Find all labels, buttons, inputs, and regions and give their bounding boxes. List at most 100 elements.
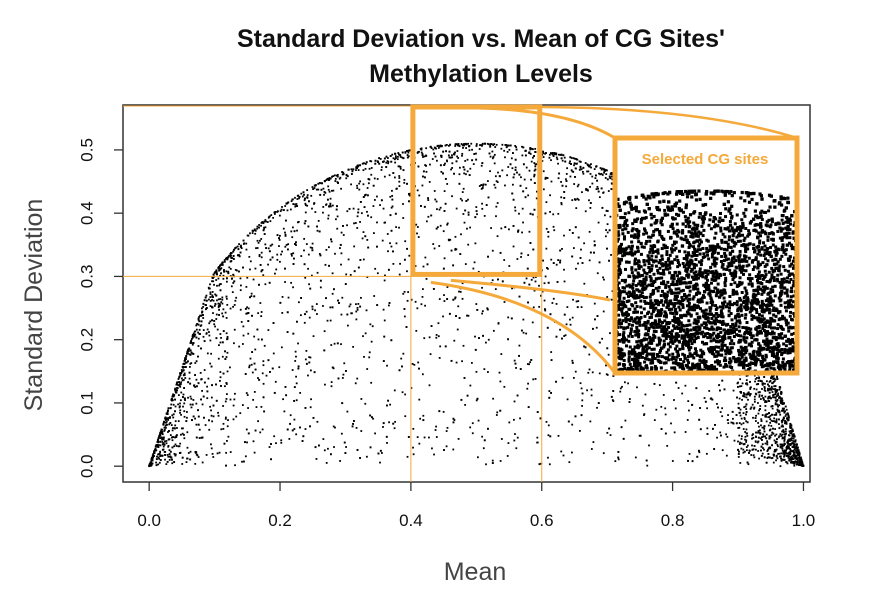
data-point [218,308,220,311]
data-point [797,463,800,466]
data-point [342,225,344,227]
data-point [352,345,355,348]
data-point [278,214,281,217]
data-point [603,278,605,281]
data-point [757,380,760,382]
data-point [295,382,298,385]
data-point [350,183,352,186]
data-point [699,428,702,431]
data-point [232,305,234,308]
data-point [542,188,545,191]
data-point [449,143,452,146]
data-point [441,145,443,147]
data-point [372,232,375,234]
data-point [775,441,778,443]
data-point [759,437,762,440]
data-point [611,178,614,181]
data-point [454,296,457,299]
data-point [174,420,177,423]
data-point [314,184,316,187]
data-point [775,459,777,462]
data-point [314,309,316,312]
data-point [364,193,367,196]
data-point [621,385,623,388]
data-point [235,415,238,418]
data-point [743,393,746,396]
data-point [427,215,430,218]
data-point [509,144,512,147]
data-point [203,369,206,371]
data-point [257,338,260,341]
data-point [214,303,217,306]
data-point [348,207,351,210]
data-point [304,220,307,223]
data-point [545,201,548,204]
data-point [239,412,242,415]
data-point [452,448,455,451]
data-point [610,188,613,191]
data-point [162,422,165,425]
data-point [513,359,516,362]
data-point [329,197,332,200]
data-point [247,407,249,409]
data-point [787,416,790,419]
data-point [763,456,766,459]
data-point [186,457,189,460]
data-point [532,148,534,151]
data-point [507,338,509,341]
data-point [404,151,407,153]
data-point [584,162,587,164]
data-point [506,174,509,177]
data-point [366,239,369,241]
data-point [315,303,318,305]
data-point [445,430,448,432]
data-point [609,215,612,218]
data-point [471,148,473,151]
data-point [382,308,385,311]
data-point [239,308,242,311]
data-point [487,427,489,430]
data-point [596,272,599,275]
data-point [319,286,322,289]
data-point [246,234,249,237]
data-point [738,450,740,453]
data-point [412,446,414,449]
data-point [162,436,165,439]
data-point [242,334,245,337]
data-point [151,459,154,462]
data-point [497,322,500,324]
data-point [541,160,544,162]
data-point [544,308,546,311]
data-point [222,372,225,375]
data-point [254,348,257,351]
data-point [783,458,786,461]
data-point [402,169,405,172]
data-point [298,196,301,198]
data-point [152,453,155,455]
data-point [636,386,638,389]
data-point [194,417,196,420]
data-point [349,303,352,306]
data-point [367,182,370,185]
data-point [291,236,294,239]
data-point [494,186,497,189]
data-point [261,372,264,375]
data-point [793,453,796,456]
data-point [330,344,333,346]
data-point [392,262,395,265]
data-point [178,384,181,387]
data-point [398,153,401,156]
data-point [458,290,460,293]
data-point [525,166,528,169]
data-point [449,238,452,241]
data-point [170,436,173,439]
data-point [565,173,568,175]
data-point [732,389,735,392]
data-point [759,432,762,435]
data-point [291,429,294,432]
data-point [787,452,790,455]
data-point [398,175,401,177]
data-point [459,253,462,256]
data-point [529,152,532,155]
